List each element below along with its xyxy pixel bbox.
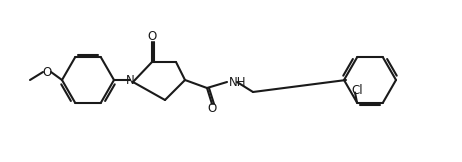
Text: N: N xyxy=(126,74,134,87)
Text: O: O xyxy=(207,103,217,116)
Text: Cl: Cl xyxy=(351,84,363,97)
Text: O: O xyxy=(147,30,157,44)
Text: O: O xyxy=(43,65,52,79)
Text: NH: NH xyxy=(229,75,247,88)
